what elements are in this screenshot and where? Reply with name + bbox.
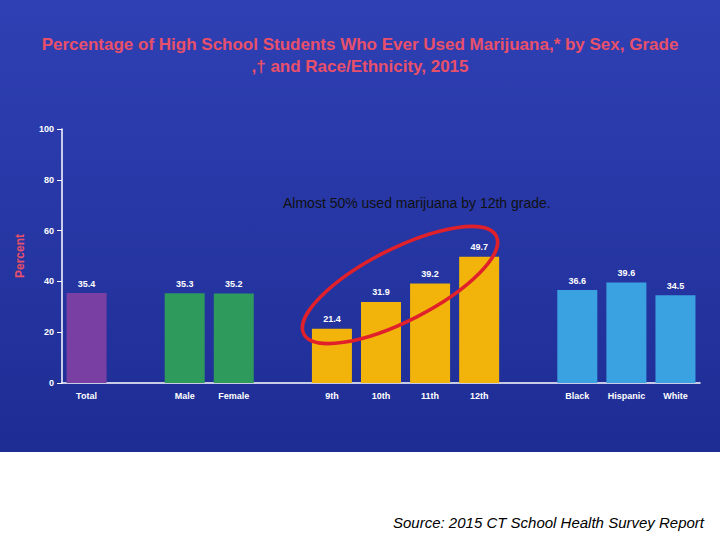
svg-text:100: 100 (39, 124, 54, 134)
svg-text:White: White (663, 391, 688, 401)
svg-text:10th: 10th (372, 391, 391, 401)
svg-text:12th: 12th (470, 391, 489, 401)
svg-text:31.9: 31.9 (372, 287, 390, 297)
svg-text:Almost 50% used marijuana by 1: Almost 50% used marijuana by 12th grade. (283, 195, 551, 211)
svg-text:34.5: 34.5 (667, 281, 685, 291)
svg-text:20: 20 (44, 327, 54, 337)
svg-text:Hispanic: Hispanic (608, 391, 646, 401)
svg-text:Black: Black (565, 391, 590, 401)
svg-text:35.4: 35.4 (78, 279, 96, 289)
svg-text:39.2: 39.2 (421, 269, 439, 279)
svg-text:9th: 9th (325, 391, 339, 401)
svg-text:11th: 11th (421, 391, 439, 401)
svg-text:Percent: Percent (13, 234, 27, 278)
svg-text:Percentage of High School Stud: Percentage of High School Students Who E… (42, 35, 679, 54)
svg-text:35.2: 35.2 (225, 279, 243, 289)
svg-text:80: 80 (44, 175, 54, 185)
svg-text:Total: Total (76, 391, 97, 401)
svg-text:60: 60 (44, 226, 54, 236)
svg-text:Source: 2015 CT School Health: Source: 2015 CT School Health Survey Rep… (393, 514, 705, 531)
svg-text:49.7: 49.7 (470, 242, 488, 252)
svg-text:36.6: 36.6 (569, 276, 587, 286)
svg-text:39.6: 39.6 (618, 268, 636, 278)
svg-text:40: 40 (44, 276, 54, 286)
svg-text:0: 0 (49, 378, 54, 388)
svg-text:Female: Female (218, 391, 249, 401)
svg-text:35.3: 35.3 (176, 279, 194, 289)
svg-text:,† and Race/Ethnicity, 2015: ,† and Race/Ethnicity, 2015 (252, 57, 469, 76)
svg-text:Male: Male (175, 391, 195, 401)
svg-text:21.4: 21.4 (323, 314, 341, 324)
